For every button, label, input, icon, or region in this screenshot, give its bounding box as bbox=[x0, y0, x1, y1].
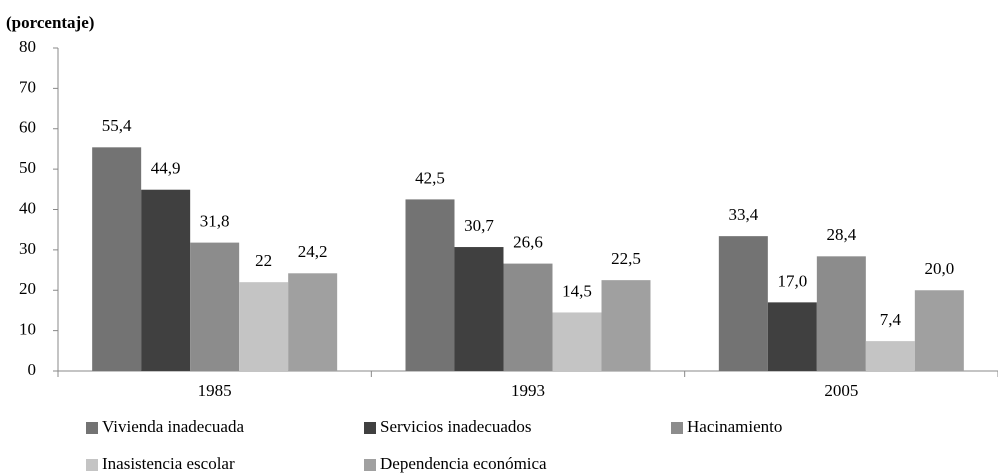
bar bbox=[767, 302, 817, 371]
legend-label: Inasistencia escolar bbox=[102, 454, 235, 473]
bar bbox=[239, 282, 289, 371]
y-tick-label: 80 bbox=[19, 37, 36, 56]
legend-swatch bbox=[86, 422, 98, 434]
y-tick-label: 0 bbox=[28, 360, 37, 379]
legend-label: Servicios inadecuados bbox=[380, 417, 532, 436]
legend-swatch bbox=[364, 459, 376, 471]
x-tick-label: 1993 bbox=[511, 381, 545, 400]
legend-label: Hacinamiento bbox=[687, 417, 782, 436]
bar bbox=[816, 256, 866, 371]
legend-swatch bbox=[364, 422, 376, 434]
data-label: 44,9 bbox=[151, 159, 181, 178]
data-label: 28,4 bbox=[826, 225, 856, 244]
legend-label: Vivienda inadecuada bbox=[102, 417, 244, 436]
bar bbox=[141, 189, 191, 371]
legend-label: Dependencia económica bbox=[380, 454, 547, 473]
bar bbox=[601, 280, 651, 371]
data-label: 7,4 bbox=[880, 310, 902, 329]
chart-subtitle: (porcentaje) bbox=[6, 13, 94, 32]
data-label: 55,4 bbox=[102, 116, 132, 135]
y-tick-label: 60 bbox=[19, 118, 36, 137]
bar bbox=[454, 247, 504, 371]
y-tick-label: 40 bbox=[19, 198, 36, 217]
data-label: 42,5 bbox=[415, 168, 445, 187]
bar bbox=[405, 199, 455, 371]
data-label: 24,2 bbox=[298, 242, 328, 261]
bar bbox=[92, 147, 142, 371]
y-tick-label: 20 bbox=[19, 279, 36, 298]
data-label: 33,4 bbox=[728, 205, 758, 224]
bar bbox=[718, 236, 768, 371]
y-tick-label: 70 bbox=[19, 77, 36, 96]
data-label: 14,5 bbox=[562, 281, 592, 300]
legend-swatch bbox=[86, 459, 98, 471]
bar bbox=[865, 341, 915, 371]
bar bbox=[914, 290, 964, 371]
legend-swatch bbox=[671, 422, 683, 434]
data-label: 26,6 bbox=[513, 233, 543, 252]
data-label: 31,8 bbox=[200, 212, 230, 231]
x-tick-label: 2005 bbox=[824, 381, 858, 400]
data-label: 22,5 bbox=[611, 249, 641, 268]
y-tick-label: 30 bbox=[19, 239, 36, 258]
data-label: 20,0 bbox=[924, 259, 954, 278]
data-label: 17,0 bbox=[777, 271, 807, 290]
data-label: 30,7 bbox=[464, 216, 494, 235]
y-tick-label: 10 bbox=[19, 320, 36, 339]
bar bbox=[288, 273, 338, 371]
bar bbox=[552, 312, 602, 371]
y-tick-label: 50 bbox=[19, 158, 36, 177]
bar bbox=[503, 263, 553, 371]
bar bbox=[190, 242, 240, 371]
x-tick-label: 1985 bbox=[198, 381, 232, 400]
data-label: 22 bbox=[255, 251, 272, 270]
